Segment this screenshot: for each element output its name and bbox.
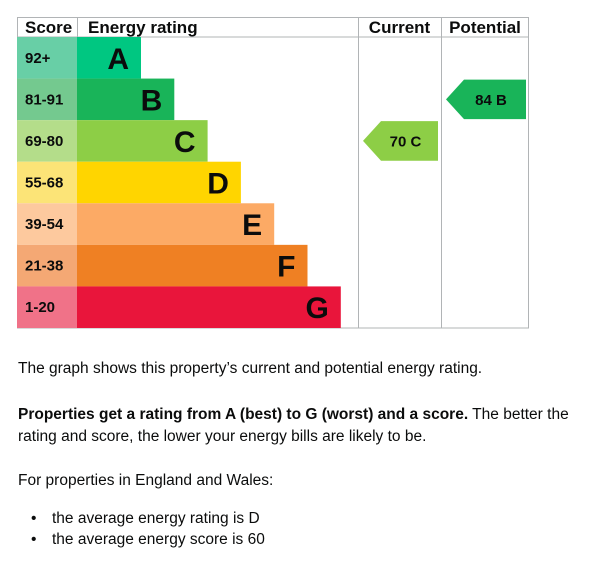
rating-letter-a: A (107, 43, 129, 76)
score-cell-a (17, 37, 77, 79)
rating-letter-b: B (141, 84, 163, 117)
rating-explanation: Properties get a rating from A (best) to… (18, 404, 578, 448)
score-label-e: 39-54 (25, 216, 64, 233)
rating-bar-b (77, 78, 175, 121)
current-rating-arrow (363, 121, 438, 161)
rating-bands: 92+ A 81-91 B 69-80 C 55-68 D 39-54 E 21-38 F 1-20 G (17, 37, 341, 328)
score-cell-f (17, 244, 77, 287)
rating-bar-a (77, 37, 141, 79)
region-note: For properties in England and Wales: (18, 470, 578, 492)
score-label-d: 55-68 (25, 174, 63, 191)
rating-bar-f (77, 244, 308, 287)
rating-explanation-rest: The better the rating and score, the low… (18, 406, 569, 445)
energy-rating-chart: Score Energy rating Current Potential 92… (17, 17, 529, 329)
potential-rating-arrow (446, 79, 526, 120)
rating-bar-c (77, 120, 208, 162)
rating-letter-f: F (277, 251, 295, 284)
score-label-b: 81-91 (25, 91, 63, 108)
header-score: Score (25, 18, 72, 37)
rating-letter-g: G (305, 292, 328, 325)
score-cell-c (17, 120, 77, 162)
score-label-g: 1-20 (25, 299, 55, 316)
rating-letter-c: C (174, 126, 196, 159)
rating-explanation-bold: Properties get a rating from A (best) to… (18, 406, 469, 423)
region-note-text: For properties in England and Wales: (18, 472, 274, 489)
score-cell-d (17, 161, 77, 204)
rating-bar-e (77, 203, 275, 245)
rating-bar-g (77, 286, 341, 328)
rating-letter-e: E (242, 209, 262, 242)
score-label-c: 69-80 (25, 133, 63, 150)
graph-description-text: The graph shows this property’s current … (18, 360, 483, 377)
list-item-average-rating: the average energy rating is D (18, 508, 265, 529)
rating-explanation-text: Properties get a rating from A (best) to… (18, 404, 578, 448)
current-rating-label: 70 C (390, 133, 422, 150)
header-potential: Potential (449, 18, 521, 37)
graph-description: The graph shows this property’s current … (18, 358, 578, 380)
score-label-a: 92+ (25, 50, 51, 67)
score-label-f: 21-38 (25, 258, 63, 275)
score-cell-b (17, 78, 77, 121)
potential-rating-label: 84 B (475, 92, 507, 109)
score-cell-e (17, 203, 77, 245)
header-current: Current (369, 18, 431, 37)
list-item-average-score: the average energy score is 60 (18, 529, 265, 550)
rating-bar-d (77, 161, 241, 204)
rating-markers: 70 C 84 B (363, 79, 526, 161)
rating-letter-d: D (207, 167, 229, 200)
header-energy-rating: Energy rating (88, 18, 198, 37)
score-cell-g (17, 286, 77, 328)
average-list: the average energy rating is D the avera… (18, 508, 265, 550)
